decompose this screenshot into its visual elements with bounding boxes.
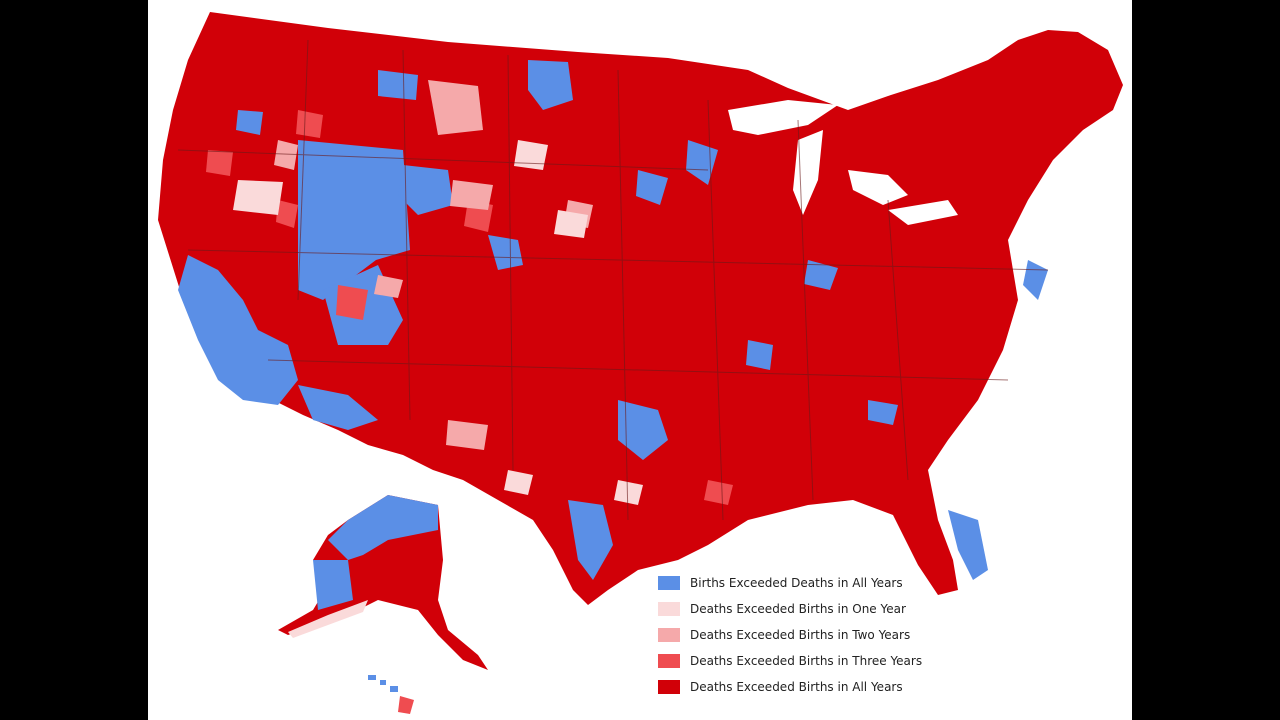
- legend-swatch: [658, 680, 680, 694]
- legend-label: Deaths Exceeded Births in Two Years: [690, 628, 911, 642]
- legend-swatch: [658, 628, 680, 642]
- legend-label: Births Exceeded Deaths in All Years: [690, 576, 903, 590]
- map-frame: Births Exceeded Deaths in All Years Deat…: [148, 0, 1132, 720]
- legend-item: Births Exceeded Deaths in All Years: [658, 570, 978, 596]
- alaska-blue: [313, 495, 438, 610]
- legend-swatch: [658, 654, 680, 668]
- alaska-one-year: [288, 600, 368, 638]
- us-county-map: [158, 12, 1123, 714]
- legend-swatch: [658, 576, 680, 590]
- legend-swatch: [658, 602, 680, 616]
- contiguous-us: [158, 12, 1123, 605]
- hawaii: [368, 675, 414, 714]
- legend: Births Exceeded Deaths in All Years Deat…: [658, 570, 978, 700]
- legend-label: Deaths Exceeded Births in Three Years: [690, 654, 923, 668]
- legend-label: Deaths Exceeded Births in One Year: [690, 602, 906, 616]
- legend-item: Deaths Exceeded Births in Two Years: [658, 622, 978, 648]
- legend-label: Deaths Exceeded Births in All Years: [690, 680, 903, 694]
- legend-item: Deaths Exceeded Births in One Year: [658, 596, 978, 622]
- great-lakes: [728, 100, 958, 225]
- births-exceeded-regions: [178, 60, 1048, 580]
- one-year-regions: [233, 140, 643, 505]
- two-years-regions: [274, 80, 593, 450]
- legend-item: Deaths Exceeded Births in Three Years: [658, 648, 978, 674]
- state-borders: [177, 39, 1049, 521]
- legend-item: Deaths Exceeded Births in All Years: [658, 674, 978, 700]
